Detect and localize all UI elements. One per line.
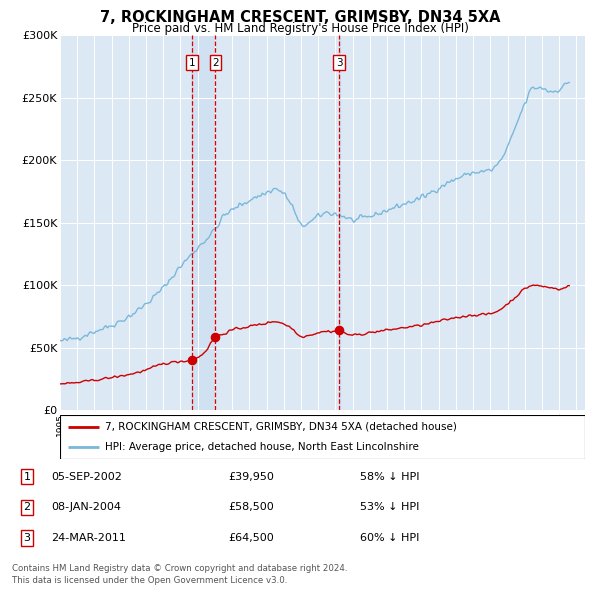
Text: £58,500: £58,500: [228, 503, 274, 512]
Text: 60% ↓ HPI: 60% ↓ HPI: [360, 533, 419, 543]
Text: Price paid vs. HM Land Registry's House Price Index (HPI): Price paid vs. HM Land Registry's House …: [131, 22, 469, 35]
Point: [211, 332, 220, 342]
Text: 2: 2: [212, 58, 219, 68]
Text: 7, ROCKINGHAM CRESCENT, GRIMSBY, DN34 5XA (detached house): 7, ROCKINGHAM CRESCENT, GRIMSBY, DN34 5X…: [104, 422, 457, 432]
Text: 3: 3: [336, 58, 343, 68]
Bar: [192, 35, 215, 410]
Text: 08-JAN-2004: 08-JAN-2004: [51, 503, 121, 512]
Point: [187, 355, 197, 365]
Text: Contains HM Land Registry data © Crown copyright and database right 2024.
This d: Contains HM Land Registry data © Crown c…: [12, 564, 347, 585]
Bar: [339, 35, 340, 410]
Point: [335, 324, 344, 334]
Text: 58% ↓ HPI: 58% ↓ HPI: [360, 472, 419, 481]
Text: £39,950: £39,950: [228, 472, 274, 481]
Text: 1: 1: [189, 58, 196, 68]
Text: 2: 2: [23, 503, 31, 512]
Text: 24-MAR-2011: 24-MAR-2011: [51, 533, 126, 543]
Text: 7, ROCKINGHAM CRESCENT, GRIMSBY, DN34 5XA: 7, ROCKINGHAM CRESCENT, GRIMSBY, DN34 5X…: [100, 10, 500, 25]
Text: 05-SEP-2002: 05-SEP-2002: [51, 472, 122, 481]
Text: HPI: Average price, detached house, North East Lincolnshire: HPI: Average price, detached house, Nort…: [104, 442, 419, 452]
Text: 1: 1: [23, 472, 31, 481]
Text: £64,500: £64,500: [228, 533, 274, 543]
Text: 53% ↓ HPI: 53% ↓ HPI: [360, 503, 419, 512]
Text: 3: 3: [23, 533, 31, 543]
